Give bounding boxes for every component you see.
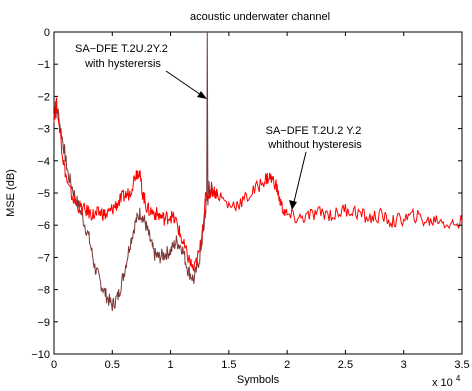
y-tick-label: −7: [37, 252, 50, 264]
series-line-1: [53, 97, 463, 273]
x-tick-label: 0: [51, 359, 57, 371]
x-tick-label: 3: [401, 359, 407, 371]
annotation-hysteresis-arrow: [165, 70, 205, 98]
y-tick-label: −6: [37, 220, 50, 232]
annotation-hysteresis-line2: with hysterersis: [84, 58, 161, 70]
annotation-no-hysteresis: SA−DFE T.2U.2 Y.2 whithout hysteresis: [266, 125, 365, 210]
y-tick-label: −4: [37, 156, 50, 168]
annotation-hysteresis-line1: SA−DFE T.2U.2Y.2: [75, 43, 168, 55]
x-axis-label: Symbols: [237, 374, 280, 386]
x-multiplier-exponent: 4: [456, 374, 461, 383]
chart-title: acoustic underwater channel: [190, 11, 330, 23]
x-tick-label: 3.5: [454, 359, 469, 371]
x-tick-label: 1.5: [221, 359, 236, 371]
annotation-no-hysteresis-arrow: [292, 151, 307, 207]
y-tick-label: −3: [37, 124, 50, 136]
svg-text:SA−DFE T.2U.2 Y.2 whitho: SA−DFE T.2U.2 Y.2 whithout hysteresis: [266, 125, 365, 151]
annotation-no-hysteresis-line2: whithout hysteresis: [267, 139, 362, 151]
y-tick-label: −9: [37, 317, 50, 329]
x-tick-label: 0.5: [105, 359, 120, 371]
y-axis-label: MSE (dB): [5, 169, 17, 217]
y-tick-label: −8: [37, 285, 50, 297]
y-tick-label: −1: [37, 59, 50, 71]
annotation-hysteresis: SA−DFE T.2U.2Y.2 with hysterersis: [75, 43, 207, 99]
series-layer: [53, 31, 463, 312]
annotation-no-hysteresis-arrowhead: [289, 200, 297, 210]
y-tick-label: −5: [37, 188, 50, 200]
x-tick-label: 2: [284, 359, 290, 371]
x-multiplier-base: x 10: [432, 377, 453, 389]
x-tick-label: 2.5: [338, 359, 353, 371]
svg-text:SA−DFE T.2U.2Y.2 with h: SA−DFE T.2U.2Y.2 with hysterersis: [75, 43, 171, 70]
annotation-hysteresis-arrowhead: [197, 91, 207, 99]
y-ticks: 0 −1 −2 −3 −4 −5 −6 −7 −8 −9 −10: [31, 27, 462, 361]
annotation-no-hysteresis-line1: SA−DFE T.2U.2 Y.2: [266, 125, 362, 137]
y-tick-label: 0: [44, 27, 50, 39]
x-ticks: 0 0.5 1 1.5 2 2.5 3 3.5: [51, 32, 470, 371]
x-multiplier-label: x 10 4: [432, 374, 461, 389]
y-tick-label: −2: [37, 91, 50, 103]
x-tick-label: 1: [168, 359, 174, 371]
y-tick-label: −10: [31, 349, 50, 361]
